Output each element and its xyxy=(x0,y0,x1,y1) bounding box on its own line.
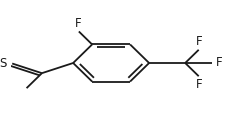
Text: F: F xyxy=(195,78,202,91)
Text: S: S xyxy=(0,57,7,70)
Text: F: F xyxy=(216,56,222,70)
Text: F: F xyxy=(74,17,81,30)
Text: F: F xyxy=(195,35,202,48)
